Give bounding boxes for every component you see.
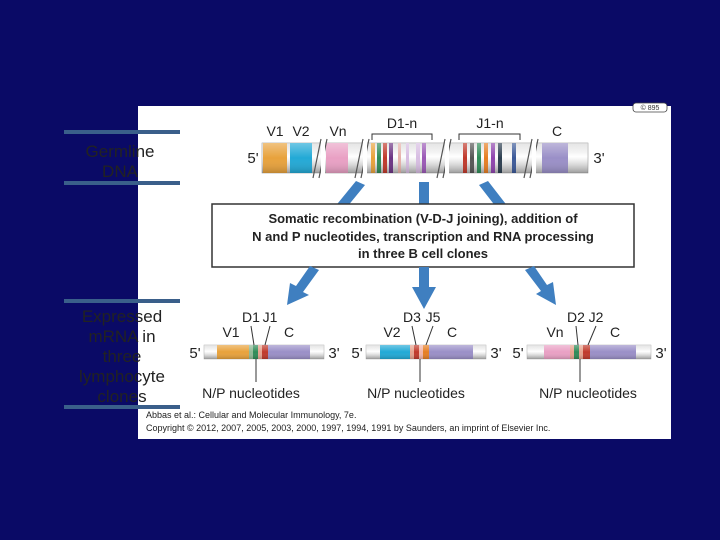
clone-3-d-label: D2 — [567, 309, 585, 325]
clone-1-c-label: C — [284, 324, 294, 340]
clone-3-c-label: C — [610, 324, 620, 340]
expressed-line3: three — [103, 347, 142, 366]
label-v2: V2 — [292, 123, 309, 139]
clone-3: 5' 3' Vn D2 J2 C N/P nucleotides — [512, 309, 666, 401]
corner-tag: © 895 — [641, 104, 660, 112]
clone-3-five-prime: 5' — [512, 345, 523, 362]
label-j: J1-n — [476, 115, 503, 131]
clone-1-j-label: J1 — [263, 309, 278, 325]
expressed-title: Expressed mRNA in three lymphocyte clone… — [64, 299, 180, 409]
expressed-line2: mRNA in — [88, 327, 155, 346]
germline-title: Germline DNA — [64, 130, 180, 185]
germline-dna: 5' 3' — [247, 115, 605, 179]
dna-shading — [262, 143, 588, 173]
recombination-line2: N and P nucleotides, transcription and R… — [252, 229, 594, 244]
germline-title-line2: DNA — [102, 162, 139, 181]
recombination-line1: Somatic recombination (V-D-J joining), a… — [268, 211, 578, 226]
germline-five-prime: 5' — [247, 150, 258, 167]
clone-2-np-label: N/P nucleotides — [367, 385, 465, 401]
clone-1-five-prime: 5' — [189, 345, 200, 362]
lower-arrows — [287, 266, 556, 309]
clone-3-three-prime: 3' — [655, 345, 666, 362]
recombination-box: Somatic recombination (V-D-J joining), a… — [211, 203, 635, 268]
label-d: D1-n — [387, 115, 417, 131]
clone-2-five-prime: 5' — [351, 345, 362, 362]
recombination-line3: in three B cell clones — [358, 246, 488, 261]
clone-1-three-prime: 3' — [328, 345, 339, 362]
clone-3-v-label: Vn — [546, 324, 563, 340]
expressed-line4: lymphocyte — [79, 367, 165, 386]
clone-1-d-label: D1 — [242, 309, 260, 325]
label-vn: Vn — [329, 123, 346, 139]
clone-2-three-prime: 3' — [490, 345, 501, 362]
clone-2-v-label: V2 — [383, 324, 400, 340]
label-c: C — [552, 123, 562, 139]
title-bar-top — [64, 130, 180, 134]
clone-1-v-label: V1 — [222, 324, 239, 340]
clone-2-j-label: J5 — [426, 309, 441, 325]
clone-2: 5' 3' V2 D3 J5 C N/P nucleotides — [351, 309, 501, 401]
clone-2-d-label: D3 — [403, 309, 421, 325]
clone-1-np-label: N/P nucleotides — [202, 385, 300, 401]
citation-line2: Copyright © 2012, 2007, 2005, 2003, 2000… — [146, 423, 550, 433]
germline-three-prime: 3' — [593, 150, 604, 167]
expressed-line1: Expressed — [82, 307, 162, 326]
d-bracket — [371, 133, 433, 140]
clone-2-c-label: C — [447, 324, 457, 340]
germline-title-line1: Germline — [86, 142, 155, 161]
label-v1: V1 — [266, 123, 283, 139]
corner-tag-frame — [632, 102, 668, 113]
clone-3-np-label: N/P nucleotides — [539, 385, 637, 401]
clone-1: 5' 3' V1 D1 J1 C N/P nucleotides — [189, 309, 339, 401]
j-bracket — [458, 133, 521, 140]
expressed-line5: clones — [97, 387, 146, 406]
title-bar-bottom — [64, 181, 180, 185]
clone-3-j-label: J2 — [589, 309, 604, 325]
citation-line1: Abbas et al.: Cellular and Molecular Imm… — [146, 410, 356, 420]
